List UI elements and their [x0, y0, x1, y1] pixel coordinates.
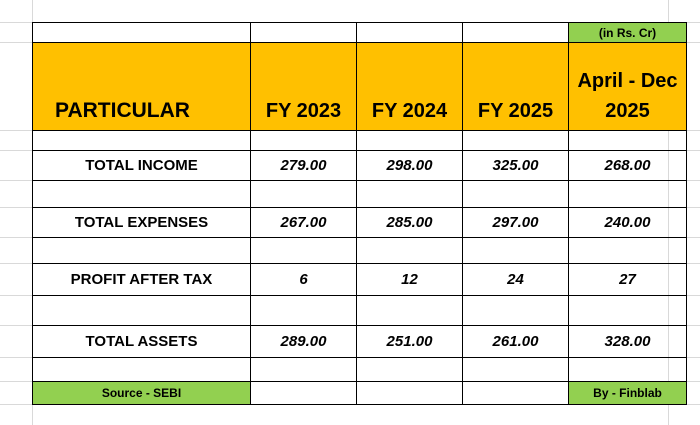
cell: [356, 295, 463, 326]
value-cell: 268.00: [568, 150, 687, 181]
row-label: TOTAL INCOME: [32, 150, 251, 181]
table-row: (in Rs. Cr): [32, 22, 687, 43]
grid-line: [0, 404, 700, 405]
value-cell: 298.00: [356, 150, 463, 181]
value-cell: 27: [568, 263, 687, 296]
credit-note: By - Finblab: [568, 381, 687, 405]
column-header: FY 2025: [462, 42, 569, 131]
value-cell: 24: [462, 263, 569, 296]
cell: [356, 237, 463, 264]
table-row: PROFIT AFTER TAX 6 12 24 27: [32, 263, 687, 296]
value-cell: 328.00: [568, 325, 687, 358]
cell: [32, 180, 251, 208]
cell: [568, 295, 687, 326]
cell: [462, 381, 569, 405]
table-row: [32, 295, 687, 326]
value-cell: 12: [356, 263, 463, 296]
column-header: PARTICULAR: [32, 42, 251, 131]
cell: [250, 237, 357, 264]
table-row: TOTAL ASSETS 289.00 251.00 261.00 328.00: [32, 325, 687, 358]
cell: [356, 130, 463, 151]
cell: [356, 180, 463, 208]
table-row: TOTAL INCOME 279.00 298.00 325.00 268.00: [32, 150, 687, 181]
cell: [32, 237, 251, 264]
cell: [462, 22, 569, 43]
cell: [32, 295, 251, 326]
column-header: FY 2024: [356, 42, 463, 131]
cell: [356, 357, 463, 382]
cell: [250, 130, 357, 151]
value-cell: 279.00: [250, 150, 357, 181]
table-row: PARTICULAR FY 2023 FY 2024 FY 2025 April - D…: [32, 42, 687, 131]
cell: [356, 381, 463, 405]
value-cell: 297.00: [462, 207, 569, 238]
cell: [250, 295, 357, 326]
cell: [32, 22, 251, 43]
value-cell: 261.00: [462, 325, 569, 358]
value-cell: 325.00: [462, 150, 569, 181]
row-label: TOTAL ASSETS: [32, 325, 251, 358]
source-note: Source - SEBI: [32, 381, 251, 405]
row-label: TOTAL EXPENSES: [32, 207, 251, 238]
table-row: [32, 180, 687, 208]
row-label: PROFIT AFTER TAX: [32, 263, 251, 296]
cell: [250, 357, 357, 382]
value-cell: 267.00: [250, 207, 357, 238]
cell: [568, 180, 687, 208]
cell: [250, 180, 357, 208]
column-header: April - Dec 2025: [568, 42, 687, 131]
cell: [356, 22, 463, 43]
cell: [568, 130, 687, 151]
cell: [462, 357, 569, 382]
value-cell: 251.00: [356, 325, 463, 358]
cell: [568, 357, 687, 382]
financial-table: (in Rs. Cr) PARTICULAR FY 2023 FY 2024 FY 20…: [32, 22, 687, 405]
cell: [462, 295, 569, 326]
cell: [250, 22, 357, 43]
cell: [568, 237, 687, 264]
table-row: [32, 357, 687, 382]
cell: [462, 237, 569, 264]
cell: [462, 180, 569, 208]
table-row: TOTAL EXPENSES 267.00 285.00 297.00 240.00: [32, 207, 687, 238]
unit-note: (in Rs. Cr): [568, 22, 687, 43]
column-header: FY 2023: [250, 42, 357, 131]
cell: [32, 357, 251, 382]
cell: [32, 130, 251, 151]
value-cell: 240.00: [568, 207, 687, 238]
value-cell: 285.00: [356, 207, 463, 238]
cell: [462, 130, 569, 151]
table-row: [32, 237, 687, 264]
value-cell: 6: [250, 263, 357, 296]
value-cell: 289.00: [250, 325, 357, 358]
table-row: [32, 130, 687, 151]
table-row: Source - SEBI By - Finblab: [32, 381, 687, 405]
cell: [250, 381, 357, 405]
